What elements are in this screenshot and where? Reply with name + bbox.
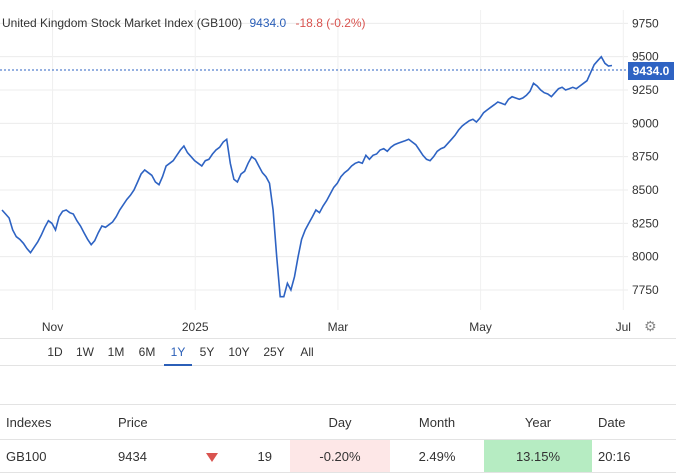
index-table: Indexes Price Day Month Year Date GB100 … — [0, 404, 676, 473]
range-6m-button[interactable]: 6M — [138, 345, 156, 359]
header-date: Date — [592, 404, 676, 440]
x-tick-label: Mar — [328, 320, 349, 334]
x-tick-label: May — [469, 320, 492, 334]
gear-icon[interactable]: ⚙ — [644, 318, 657, 334]
chart-header: United Kingdom Stock Market Index (GB100… — [2, 16, 366, 30]
index-name[interactable]: GB100 — [0, 439, 112, 473]
header-price: Price — [112, 404, 194, 440]
header-indexes: Indexes — [0, 404, 112, 440]
range-all-button[interactable]: All — [300, 345, 314, 359]
header-year: Year — [484, 404, 592, 440]
x-axis-labels: Nov2025MarMayJulSep — [42, 320, 631, 334]
day-percent: -0.20% — [290, 439, 390, 473]
x-tick-label: Jul — [616, 320, 631, 334]
x-tick-label: 2025 — [182, 320, 209, 334]
change-value: -18.8 (-0.2%) — [295, 16, 366, 30]
series-line — [1, 55, 613, 298]
chart-title: United Kingdom Stock Market Index (GB100… — [2, 16, 243, 30]
y-tick-label: 8000 — [632, 250, 659, 264]
current-value: 9434.0 — [249, 16, 287, 30]
range-5y-button[interactable]: 5Y — [199, 345, 215, 359]
grid-lines-vertical — [52, 10, 624, 310]
y-tick-label: 9500 — [632, 50, 659, 64]
range-1d-button[interactable]: 1D — [47, 345, 63, 359]
range-25y-button[interactable]: 25Y — [263, 345, 285, 359]
y-tick-label: 7750 — [632, 283, 659, 297]
y-tick-label: 9250 — [632, 83, 659, 97]
price-chart: 7750 8000 8250 8500 8750 9000 9250 9500 9750 Nov… — [0, 10, 659, 334]
grid-lines — [0, 22, 628, 291]
y-axis-labels: 7750 8000 8250 8500 8750 9000 9250 9500 9750 — [632, 16, 659, 297]
month-percent: 2.49% — [390, 439, 484, 473]
price-badge: 9434.0 — [628, 62, 674, 80]
y-tick-label: 9750 — [632, 16, 659, 30]
range-1y-button[interactable]: 1Y — [164, 339, 192, 366]
range-1m-button[interactable]: 1M — [107, 345, 125, 359]
range-1w-button[interactable]: 1W — [76, 345, 94, 359]
y-tick-label: 9000 — [632, 116, 659, 130]
year-percent: 13.15% — [484, 439, 592, 473]
header-day: Day — [290, 404, 390, 440]
chart-area: 7750 8000 8250 8500 8750 9000 9250 9500 9750 Nov… — [0, 10, 674, 334]
y-tick-label: 8250 — [632, 216, 659, 230]
y-tick-label: 8500 — [632, 183, 659, 197]
update-time: 20:16 — [592, 439, 676, 473]
day-change-value: 19 — [257, 448, 272, 464]
y-tick-label: 8750 — [632, 150, 659, 164]
index-price: 9434 — [112, 439, 194, 473]
x-tick-label: Nov — [42, 320, 63, 334]
range-10y-button[interactable]: 10Y — [228, 345, 250, 359]
range-selector: 1D 1W 1M 6M 1Y 5Y 10Y 25Y All — [0, 338, 676, 366]
header-month: Month — [390, 404, 484, 440]
triangle-down-icon — [205, 452, 218, 462]
table-header-row: Indexes Price Day Month Year Date — [0, 404, 676, 440]
table-row[interactable]: GB100 9434 19 -0.20% 2.49% 13.15% 20:16 — [0, 439, 676, 473]
